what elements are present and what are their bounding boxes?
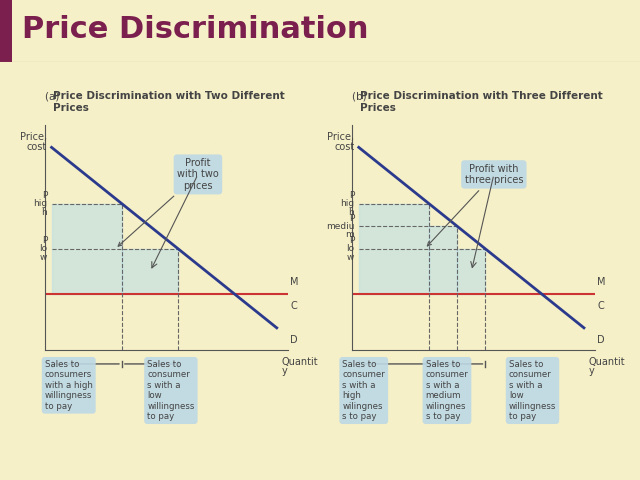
Text: P
hig
h: P hig h bbox=[33, 191, 47, 216]
Text: Price,
cost: Price, cost bbox=[327, 132, 355, 152]
Text: Sales to
consumer
s with a
medium
wilingnes
s to pay: Sales to consumer s with a medium wiling… bbox=[426, 360, 468, 421]
Text: P
mediu
m: P mediu m bbox=[326, 214, 355, 239]
Text: (b): (b) bbox=[352, 91, 370, 101]
Text: (a): (a) bbox=[45, 91, 63, 101]
Text: Price,
cost: Price, cost bbox=[20, 132, 47, 152]
Text: P
lo
w: P lo w bbox=[39, 236, 47, 262]
Text: M: M bbox=[598, 277, 606, 287]
Text: Profit
with two
prices: Profit with two prices bbox=[118, 158, 219, 246]
Text: P
hig
h: P hig h bbox=[340, 191, 355, 216]
Text: Quantit
y: Quantit y bbox=[281, 357, 318, 376]
Text: Sales to
consumer
s with a
high
wilingnes
s to pay: Sales to consumer s with a high wilingne… bbox=[342, 360, 385, 421]
Text: Price Discrimination with Three Different
Prices: Price Discrimination with Three Differen… bbox=[360, 91, 603, 113]
Text: Sales to
consumer
s with a
low
willingness
to pay: Sales to consumer s with a low willingne… bbox=[147, 360, 195, 421]
Text: Sales to
consumers
with a high
willingness
to pay: Sales to consumers with a high willingne… bbox=[45, 360, 93, 410]
Text: Quantit
y: Quantit y bbox=[588, 357, 625, 376]
Text: D: D bbox=[598, 335, 605, 345]
Text: Price Discrimination: Price Discrimination bbox=[22, 15, 369, 45]
Bar bbox=[0, 0, 12, 62]
Text: M: M bbox=[291, 277, 299, 287]
Text: Sales to
consumer
s with a
low
willingness
to pay: Sales to consumer s with a low willingne… bbox=[509, 360, 556, 421]
Text: C: C bbox=[291, 301, 297, 311]
Text: Price Discrimination with Two Different
Prices: Price Discrimination with Two Different … bbox=[53, 91, 285, 113]
Text: D: D bbox=[291, 335, 298, 345]
Text: C: C bbox=[598, 301, 604, 311]
Text: Profit with
three prices: Profit with three prices bbox=[428, 164, 523, 246]
Text: P
lo
w: P lo w bbox=[346, 236, 355, 262]
